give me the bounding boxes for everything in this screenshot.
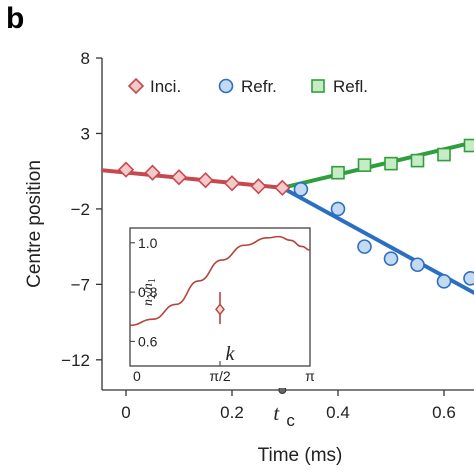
inset-data-point [215, 303, 225, 316]
inset-y-title-part: n [141, 283, 156, 290]
x-axis-title: Time (ms) [258, 445, 343, 466]
legend-marker-inci [127, 77, 145, 95]
inset-y-title-part: 2 [147, 294, 158, 299]
inset-x-tick-label: π [305, 368, 315, 384]
panel-label: b [6, 2, 25, 35]
data-point-inci [250, 178, 267, 195]
data-point-refr [293, 181, 309, 197]
legend-label-inci: Inci. [150, 77, 181, 96]
x-tick-label: 0.4 [326, 403, 350, 422]
y-tick-label: 3 [81, 124, 90, 143]
data-point-inci [144, 164, 161, 181]
data-point-refr [436, 274, 452, 289]
data-point-inci [117, 161, 135, 178]
y-tick-label: 8 [81, 49, 90, 68]
y-axis-title: Centre position [24, 160, 45, 288]
fit-line-refl [280, 140, 474, 190]
data-point-inci [223, 175, 241, 192]
inset-y-title-part: / [141, 290, 156, 294]
legend-marker-refr [218, 78, 234, 94]
data-point-refl [437, 147, 451, 162]
data-point-refr [383, 251, 399, 267]
data-point-inci [274, 179, 291, 196]
y-tick-label: −12 [61, 351, 90, 370]
inset-y-tick-label: 0.6 [138, 333, 158, 349]
y-tick-label: −2 [71, 200, 90, 219]
inset-plot: 1.00.80.60 π/2 πn2/n1k [112, 216, 318, 388]
data-point-inci [197, 172, 214, 189]
legend-label-refl: Refl. [333, 77, 368, 96]
data-layer [102, 138, 474, 296]
inset-y-tick-label: 0.8 [138, 284, 158, 300]
x-tick-label: 0 [121, 403, 130, 422]
data-point-refl [331, 165, 345, 180]
legend: Inci. Refr. Refl. [127, 77, 368, 96]
inset-curve [129, 235, 311, 327]
fit-line-refr [280, 185, 474, 296]
inset-y-tick-label: 1.0 [138, 235, 158, 251]
x-tick-label: 0.6 [432, 403, 456, 422]
inset-y-axis-title: n2/n1 [141, 278, 158, 306]
data-point-refl [410, 153, 425, 168]
data-point-refr [463, 271, 474, 286]
inset-y-title-part: 1 [147, 278, 158, 283]
tc-subscript: c [286, 411, 295, 430]
data-point-refr [330, 201, 346, 217]
data-point-refl [463, 138, 474, 153]
data-point-refl [357, 158, 372, 172]
data-point-inci [170, 169, 188, 186]
main-plot-area: 8 3 −2 −7 −12 0 0.2 0.4 0.6 t c Time (ms) Centre pos… [24, 49, 474, 466]
data-point-refl [384, 156, 398, 171]
inset-background [112, 216, 318, 388]
data-point-refr [357, 239, 372, 254]
legend-marker-refl [311, 79, 325, 93]
data-point-refr [410, 257, 425, 273]
x-tick-label: 0.2 [220, 403, 244, 422]
y-tick-label: −7 [71, 275, 90, 294]
tc-label: t [273, 401, 280, 425]
inset-x-axis-title: k [226, 343, 236, 365]
inset-y-title-part: n [141, 299, 156, 306]
legend-label-refr: Refr. [241, 77, 277, 96]
inset-x-tick-label: π/2 [209, 368, 231, 384]
inset-x-tick-label: 0 [133, 368, 141, 384]
